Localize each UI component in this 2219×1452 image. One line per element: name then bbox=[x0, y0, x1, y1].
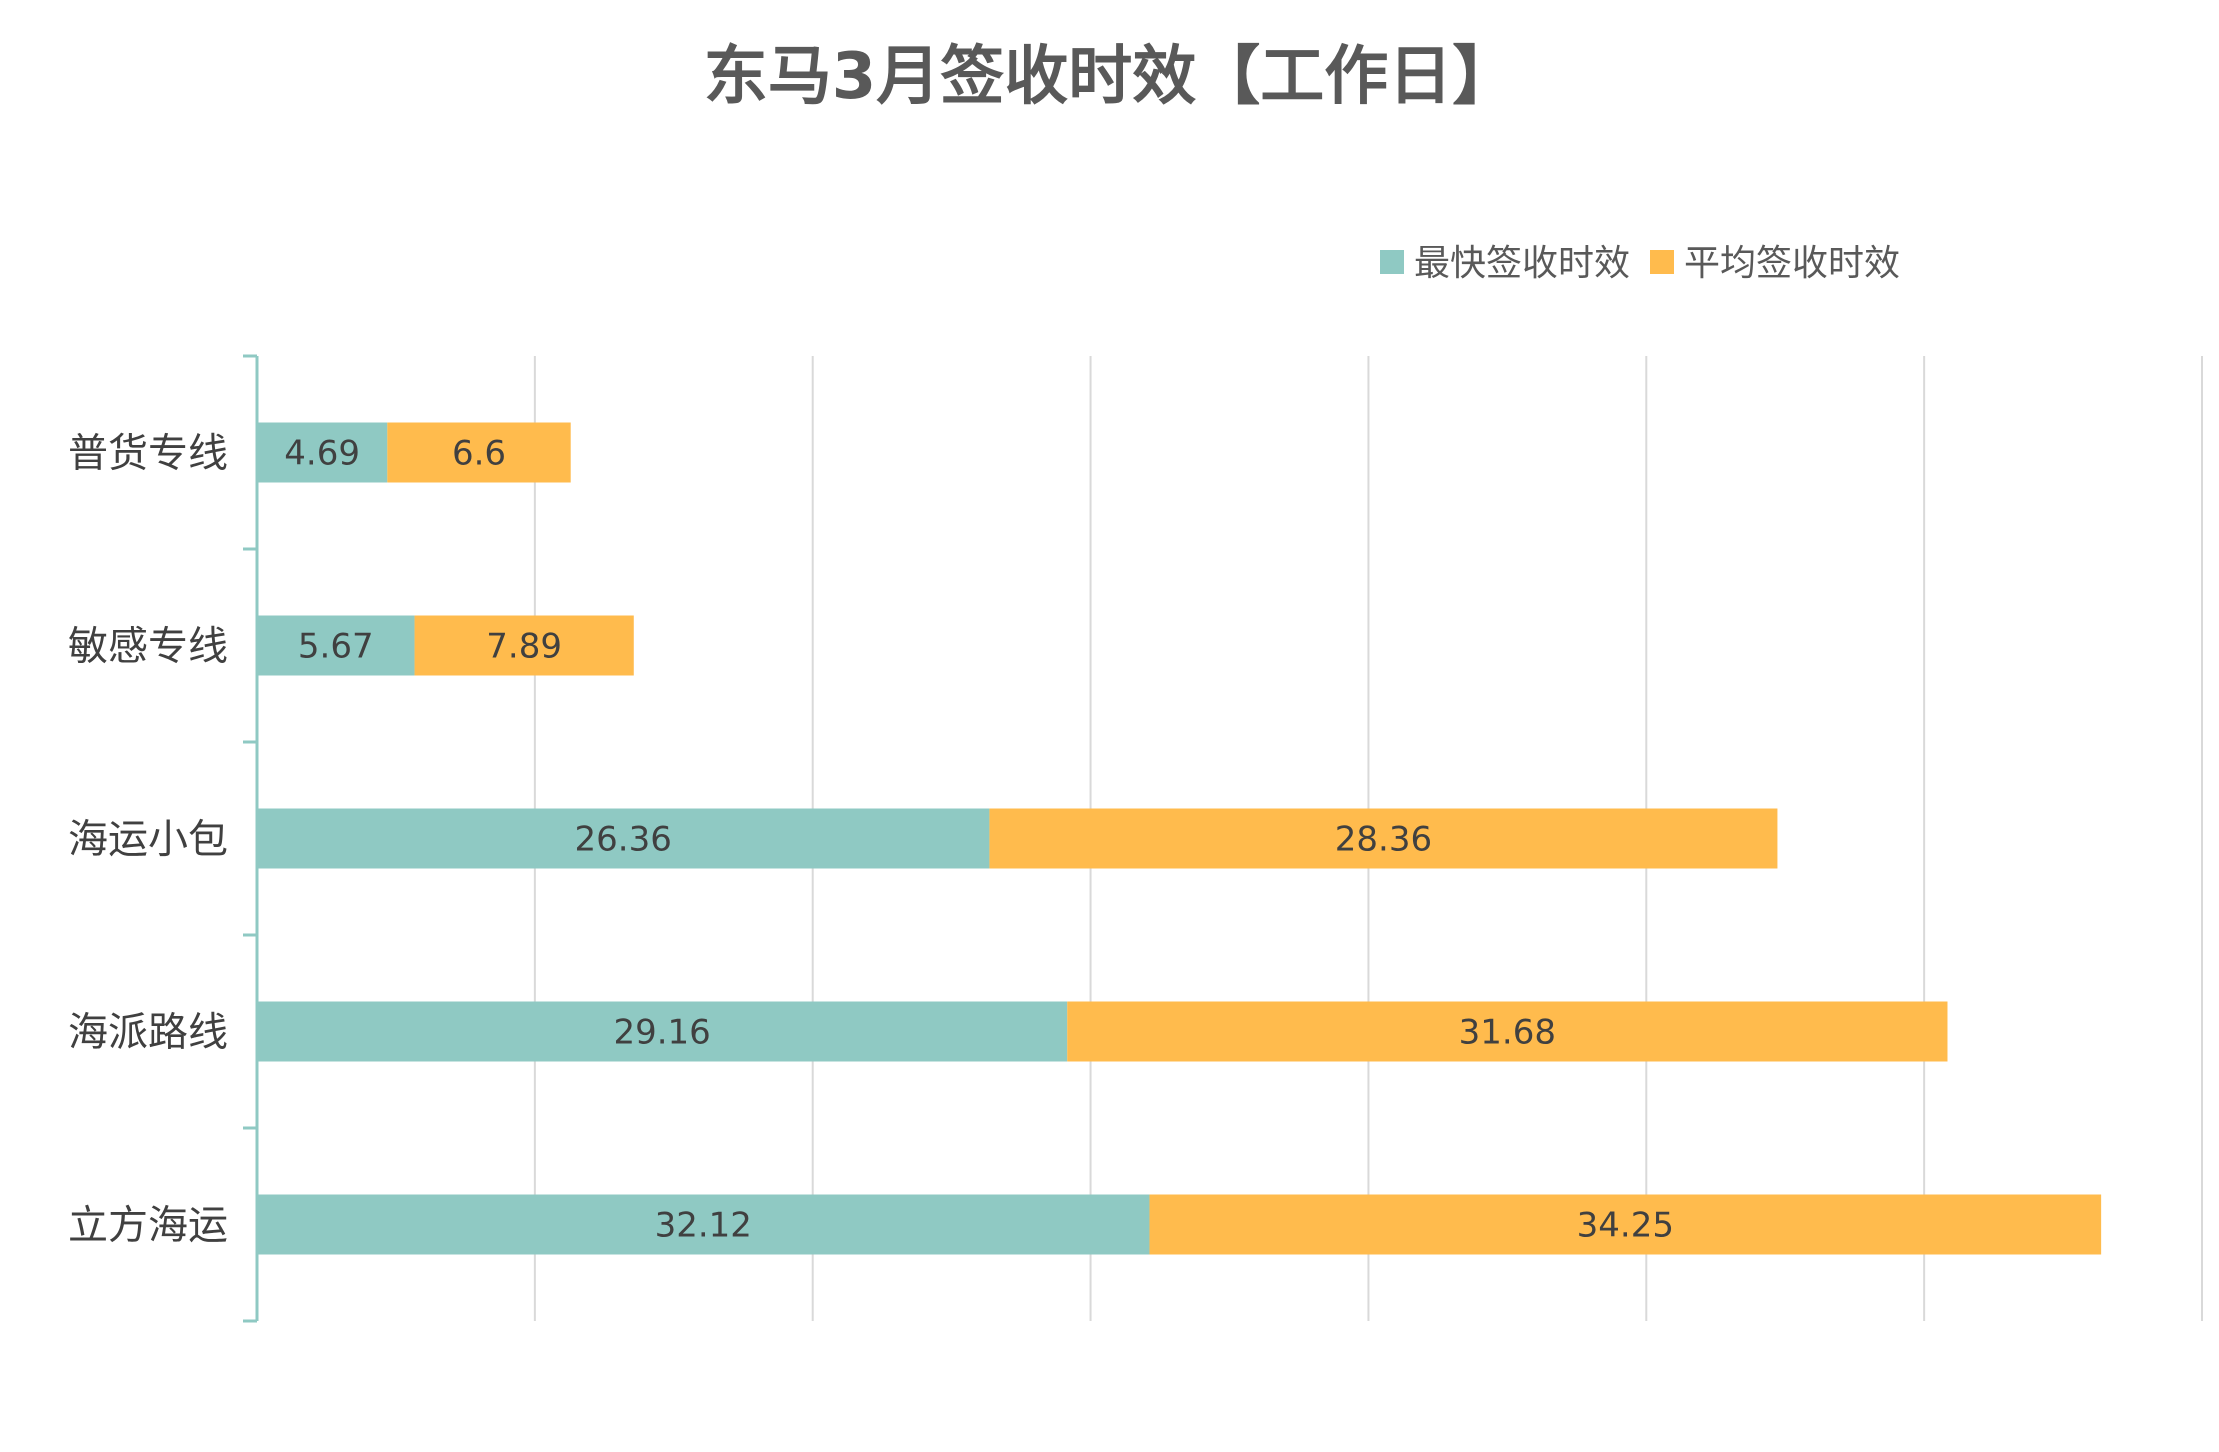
legend-swatch bbox=[1380, 250, 1404, 274]
chart-title: 东马3月签收时效【工作日】 bbox=[704, 40, 1517, 114]
category-label: 海派路线 bbox=[68, 1010, 228, 1056]
bar-fastest bbox=[257, 1001, 1068, 1062]
legend-label: 最快签收时效 bbox=[1414, 243, 1630, 284]
data-label: 28.36 bbox=[1335, 820, 1432, 860]
legend-label: 平均签收时效 bbox=[1684, 243, 1900, 284]
category-label: 立方海运 bbox=[68, 1203, 228, 1249]
bar-fastest bbox=[257, 422, 388, 483]
bar-fastest bbox=[257, 615, 415, 676]
y-axis bbox=[243, 354, 259, 1323]
category-label: 敏感专线 bbox=[68, 624, 228, 670]
category-label: 普货专线 bbox=[68, 431, 228, 477]
bar-fastest bbox=[257, 808, 990, 869]
bar-average bbox=[414, 615, 634, 676]
data-label: 26.36 bbox=[575, 820, 672, 860]
data-label: 6.6 bbox=[452, 434, 506, 474]
data-label: 7.89 bbox=[486, 627, 562, 667]
data-label: 32.12 bbox=[655, 1206, 752, 1246]
bar-average bbox=[989, 808, 1778, 869]
bar-average bbox=[1067, 1001, 1948, 1062]
data-label: 29.16 bbox=[613, 1013, 710, 1053]
bar-average bbox=[1149, 1194, 2102, 1255]
data-label: 31.68 bbox=[1459, 1013, 1556, 1053]
legend-swatch bbox=[1650, 250, 1674, 274]
data-label: 5.67 bbox=[298, 627, 374, 667]
bars: 4.69 6.6 5.67 7.89 26.36 28.36 29.16 31.68 32.12… bbox=[257, 422, 2102, 1255]
data-label: 4.69 bbox=[284, 434, 360, 474]
data-label: 34.25 bbox=[1577, 1206, 1674, 1246]
bar-fastest bbox=[257, 1194, 1150, 1255]
bar-average bbox=[387, 422, 571, 483]
category-label: 海运小包 bbox=[68, 817, 228, 863]
legend: 最快签收时效 平均签收时效 bbox=[1380, 243, 1900, 284]
